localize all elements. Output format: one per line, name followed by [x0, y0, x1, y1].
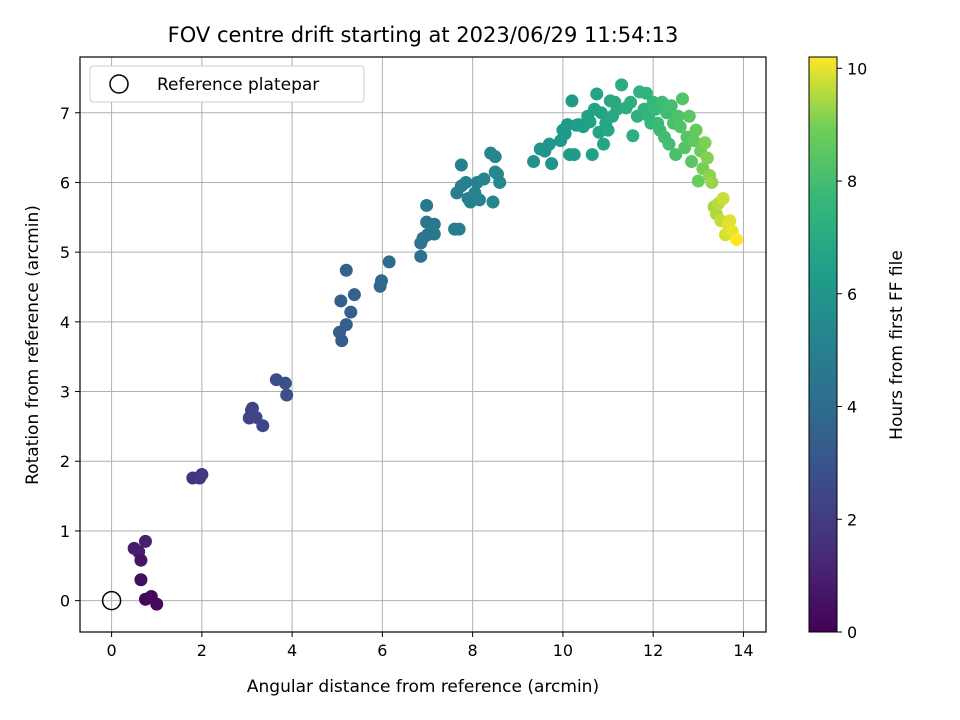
- x-tick-label: 6: [377, 641, 387, 660]
- colorbar-tick-label: 0: [847, 623, 857, 642]
- data-point: [427, 227, 441, 241]
- colorbar-tick-label: 8: [847, 172, 857, 191]
- data-point: [565, 94, 579, 108]
- x-tick-label: 4: [287, 641, 297, 660]
- data-point: [454, 158, 468, 172]
- data-point: [664, 99, 678, 113]
- data-point: [414, 249, 428, 263]
- data-point: [420, 198, 434, 212]
- data-point: [669, 148, 683, 162]
- data-point: [134, 553, 148, 567]
- legend-box: [89, 65, 365, 103]
- data-point: [626, 129, 640, 143]
- data-point: [488, 150, 502, 164]
- data-point: [691, 174, 705, 188]
- data-point: [150, 597, 164, 611]
- data-point: [256, 419, 270, 433]
- data-point: [344, 305, 358, 319]
- y-tick-label: 6: [60, 173, 70, 192]
- y-tick-label: 3: [60, 383, 70, 402]
- colorbar-tick-label: 6: [847, 285, 857, 304]
- x-tick-label: 14: [733, 641, 753, 660]
- data-point: [477, 172, 491, 186]
- data-point: [374, 274, 388, 288]
- x-axis-label: Angular distance from reference (arcmin): [247, 677, 599, 697]
- data-point: [671, 109, 685, 123]
- data-point: [716, 191, 730, 205]
- data-point: [624, 95, 638, 109]
- data-point: [678, 141, 692, 155]
- colorbar: [808, 56, 838, 633]
- y-tick-label: 5: [60, 243, 70, 262]
- data-point: [347, 288, 361, 302]
- colorbar-tick-label: 4: [847, 398, 857, 417]
- data-point: [472, 193, 486, 207]
- data-point: [601, 123, 615, 137]
- data-point: [698, 136, 712, 150]
- data-point: [278, 376, 292, 390]
- scatter-points: [127, 78, 744, 611]
- data-point: [538, 144, 552, 158]
- data-point: [339, 318, 353, 332]
- data-point: [594, 106, 608, 120]
- legend-entry-label: Reference platepar: [157, 75, 319, 95]
- data-point: [662, 137, 676, 151]
- data-point: [676, 92, 690, 106]
- reference-platepar-marker: [101, 590, 122, 611]
- data-point: [585, 148, 599, 162]
- data-point: [689, 123, 703, 137]
- legend: Reference platepar: [89, 65, 365, 103]
- data-point: [339, 263, 353, 277]
- y-axis-label: Rotation from reference (arcmin): [23, 205, 43, 485]
- x-tick-label: 2: [197, 641, 207, 660]
- data-point: [335, 334, 349, 348]
- data-point: [382, 255, 396, 269]
- data-point: [427, 217, 441, 231]
- data-point: [138, 534, 152, 548]
- plot-frame: [79, 56, 767, 633]
- data-point: [730, 233, 744, 247]
- data-point: [673, 120, 687, 134]
- x-tick-label: 8: [468, 641, 478, 660]
- y-tick-label: 0: [60, 592, 70, 611]
- data-point: [682, 109, 696, 123]
- y-tick-label: 4: [60, 313, 70, 332]
- data-point: [597, 137, 611, 151]
- data-point: [615, 78, 629, 92]
- data-point: [527, 155, 541, 169]
- x-tick-label: 0: [106, 641, 116, 660]
- data-point: [687, 134, 701, 148]
- data-point: [134, 573, 148, 587]
- data-point: [452, 222, 466, 236]
- chart-title: FOV centre drift starting at 2023/06/29 …: [168, 23, 679, 47]
- legend-marker: [109, 74, 129, 94]
- colorbar-tick-label: 2: [847, 510, 857, 529]
- colorbar-tick-label: 10: [847, 59, 867, 78]
- data-point: [700, 151, 714, 165]
- x-tick-label: 12: [643, 641, 663, 660]
- x-tick-label: 10: [553, 641, 573, 660]
- colorbar-label: Hours from first FF file: [887, 250, 907, 440]
- data-point: [685, 155, 699, 169]
- y-tick-label: 2: [60, 452, 70, 471]
- data-point: [334, 294, 348, 308]
- colorbar-ticks: 0 2 4 6 8 10: [837, 59, 867, 642]
- data-point: [567, 148, 581, 162]
- y-tick-label: 7: [60, 104, 70, 123]
- y-tick-label: 1: [60, 522, 70, 541]
- data-point: [705, 175, 719, 189]
- data-point: [493, 175, 507, 189]
- y-axis-ticks: 0 1 2 3 4 5 6 7: [60, 104, 80, 611]
- data-point: [590, 87, 604, 101]
- x-axis-ticks: 0 2 4 6 8 10 12 14: [106, 632, 754, 660]
- data-point: [583, 115, 597, 129]
- data-point: [639, 86, 653, 100]
- data-point: [545, 157, 559, 171]
- data-point: [723, 214, 737, 228]
- data-point: [486, 195, 500, 209]
- data-point: [459, 175, 473, 189]
- data-point: [280, 388, 294, 402]
- data-point: [195, 467, 209, 481]
